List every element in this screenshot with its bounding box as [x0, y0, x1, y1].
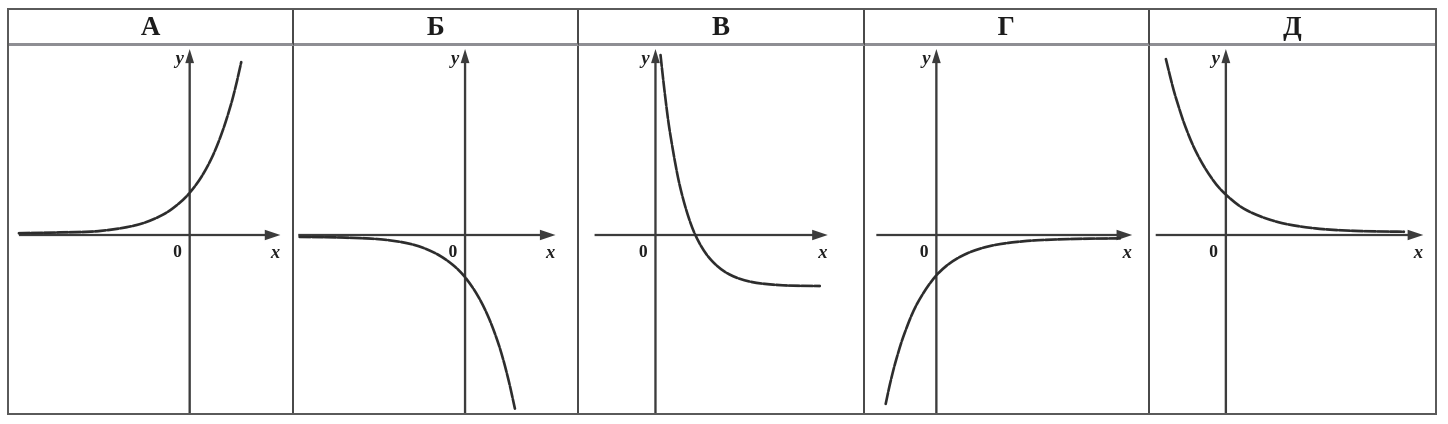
svg-text:x: x [270, 242, 280, 263]
graph-cell-b: y x 0 [294, 46, 580, 413]
svg-text:y: y [1209, 48, 1220, 69]
graph-cell-g: y x 0 [865, 46, 1150, 413]
header-cell-b: Б [294, 10, 580, 46]
svg-text:0: 0 [1209, 241, 1218, 261]
graph-plot-a: y x 0 [17, 48, 281, 413]
svg-text:y: y [449, 48, 460, 69]
svg-text:0: 0 [639, 241, 648, 261]
svg-text:x: x [1121, 242, 1131, 263]
graph-cell-v: y x 0 [579, 46, 865, 413]
svg-text:y: y [174, 48, 185, 69]
graph-plot-v: y x 0 [594, 48, 829, 413]
graph-plot-b: y x 0 [298, 48, 556, 413]
graph-plot-g: y x 0 [875, 48, 1132, 413]
header-cell-a: А [9, 10, 295, 46]
header-cell-v: В [579, 10, 865, 46]
svg-text:x: x [818, 242, 828, 263]
svg-text:x: x [545, 242, 555, 263]
svg-text:0: 0 [449, 241, 458, 261]
svg-text:0: 0 [173, 241, 182, 261]
graph-plot-d: y x 0 [1155, 48, 1424, 413]
graph-cell-a: y x 0 [9, 46, 295, 413]
svg-text:y: y [640, 48, 651, 69]
graph-cell-d: y x 0 [1150, 46, 1435, 413]
header-cell-g: Г [864, 10, 1150, 46]
svg-text:x: x [1413, 242, 1423, 263]
header-cell-d: Д [1149, 10, 1435, 46]
graph-options-table: А Б В Г Д y x 0 y x 0 y x 0 y x 0 y x 0 [7, 8, 1437, 415]
svg-text:0: 0 [919, 241, 928, 261]
svg-text:y: y [920, 48, 931, 69]
